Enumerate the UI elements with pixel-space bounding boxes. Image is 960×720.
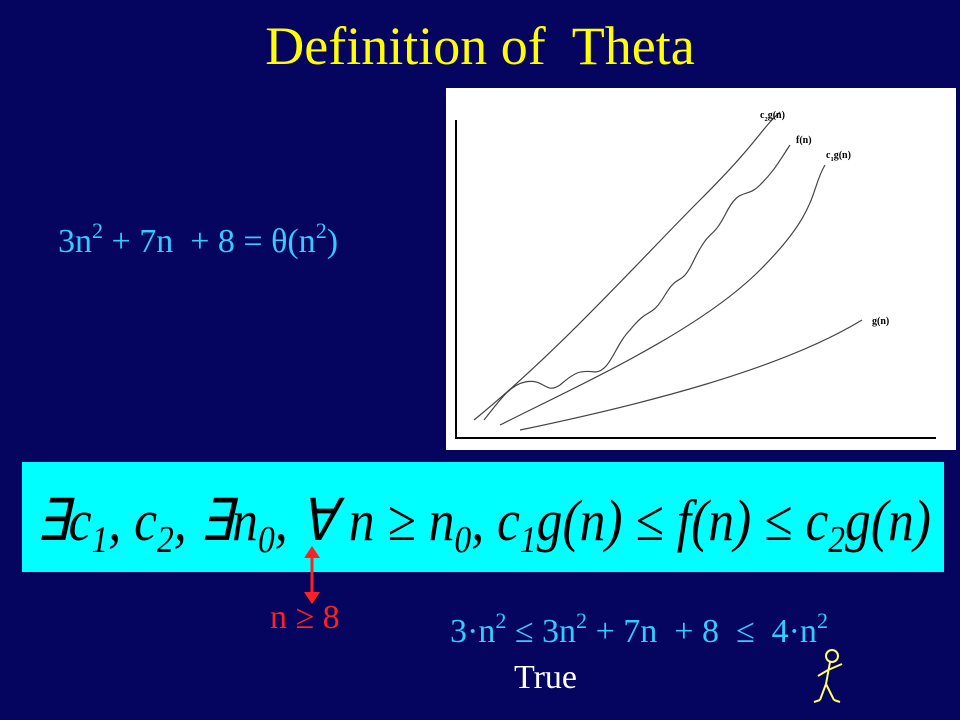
def-part: g(n) <box>845 488 931 553</box>
def-part: , c <box>471 488 520 553</box>
arrow <box>304 546 320 604</box>
def-sub: 0 <box>454 519 471 561</box>
ineq-part: + 7n + 8 ≤ 4·n <box>587 613 817 650</box>
title: Definition of Theta <box>265 16 694 76</box>
graph: c2g(n) f(n) c1g(n) g(n) <box>446 88 956 450</box>
def-sub: 1 <box>92 519 109 561</box>
label-sub: 1 <box>830 156 833 163</box>
f-curve <box>483 144 791 421</box>
ineq-part: 3·n <box>450 613 495 650</box>
def-part: , ∀ n ≥ n <box>275 488 455 553</box>
graph-label: g(n) <box>872 316 889 327</box>
label-part: g(n) <box>834 150 851 161</box>
graph-label: c2g(n) <box>760 110 785 123</box>
def-sub: 2 <box>828 519 845 561</box>
lower-curve <box>499 164 826 426</box>
def-sub: 2 <box>157 519 174 561</box>
eq-sup: 2 <box>316 218 327 243</box>
graph-panel <box>446 88 956 450</box>
def-sub: 1 <box>520 519 537 561</box>
definition: ∃c1, c2, ∃n0, ∀ n ≥ n0, c1g(n) ≤ f(n) ≤ … <box>36 488 931 561</box>
verdict: True <box>514 659 577 696</box>
eq-part: + 7n + 8 = θ(n <box>103 223 316 260</box>
condition: n ≥ 8 <box>270 599 340 636</box>
def-part: , c <box>108 488 157 553</box>
label-part: c <box>826 150 831 161</box>
def-sub: 0 <box>258 519 275 561</box>
upper-curve <box>473 111 781 421</box>
equation: 3n2 + 7n + 8 = θ(n2) <box>58 218 338 260</box>
label-part: g(n) <box>768 110 785 121</box>
eq-part: ) <box>327 223 338 260</box>
graph-label: c1g(n) <box>826 150 851 163</box>
graph-label: f(n) <box>796 135 812 146</box>
eq-part: 3n <box>58 223 92 260</box>
graph-axes <box>455 120 936 439</box>
ineq-sup: 2 <box>576 608 587 633</box>
def-part: , ∃n <box>174 488 258 553</box>
arrow-heads <box>304 546 320 604</box>
ineq-part: ≤ 3n <box>506 613 576 650</box>
def-part: ∃c <box>36 488 92 553</box>
g-curve <box>519 319 863 431</box>
figure-icon <box>813 649 843 703</box>
definition-box <box>22 462 944 572</box>
eq-sup: 2 <box>92 218 103 243</box>
ineq-sup: 2 <box>495 608 506 633</box>
inequality: 3·n2 ≤ 3n2 + 7n + 8 ≤ 4·n2 <box>450 608 828 650</box>
ineq-sup: 2 <box>817 608 828 633</box>
def-part: g(n) ≤ f(n) ≤ c <box>537 488 829 553</box>
label-sub: 2 <box>764 116 767 123</box>
label-part: c <box>760 110 765 121</box>
